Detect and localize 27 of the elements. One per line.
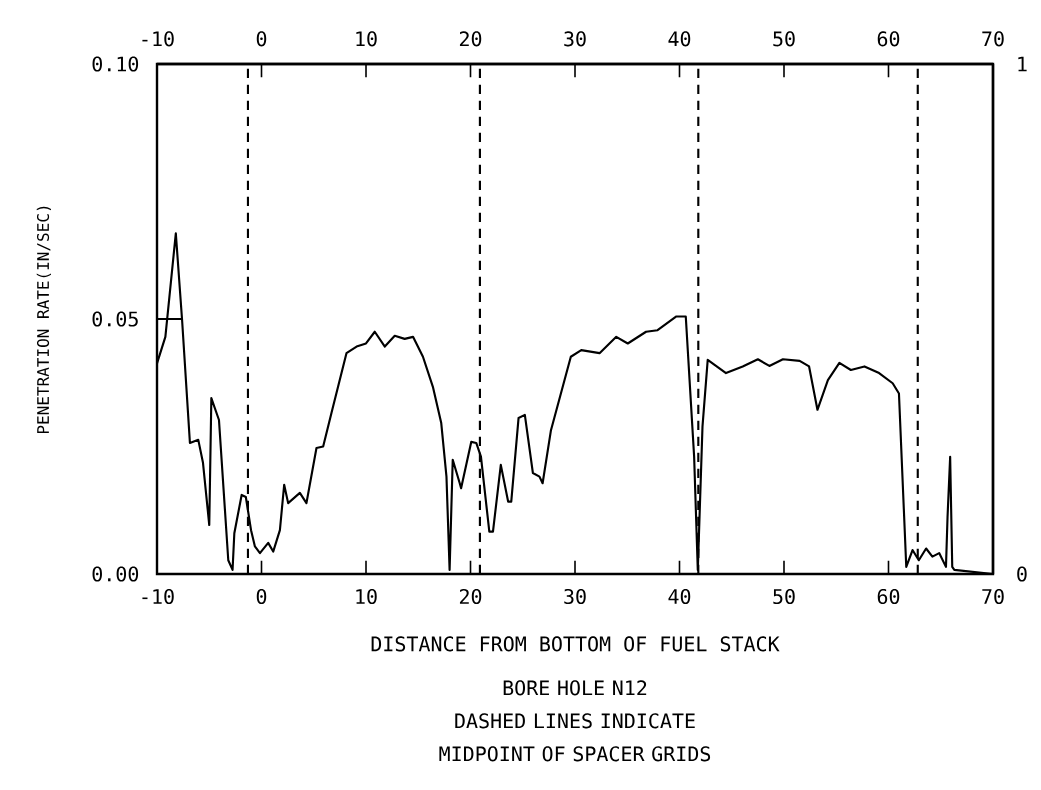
y-tick-label: 0.00 xyxy=(92,566,139,582)
text: DASHED LINES INDICATE MIDPOINT OF SPACER GRIDS xyxy=(439,713,711,762)
x2-tick-label: 70 xyxy=(982,31,1004,47)
x-tick-label: 50 xyxy=(773,588,795,605)
y-tick-label: 0.10 xyxy=(92,56,139,72)
x-tick-label: 20 xyxy=(459,588,482,605)
x2-tick-label: 40 xyxy=(668,31,691,47)
y-axis-title: PENETRATION RATE(IN/SEC) xyxy=(36,206,51,434)
text: BORE HOLE N12 xyxy=(503,680,647,696)
x-tick-label: 60 xyxy=(877,588,900,605)
x-axis-title: DISTANCE FROM BOTTOM OF FUEL STACK xyxy=(371,636,780,652)
x-tick-label: 0 xyxy=(256,588,267,605)
x-tick-label: 10 xyxy=(356,588,377,605)
x-tick-label: 30 xyxy=(564,588,586,605)
y2-tick-label: 0 xyxy=(1017,566,1027,582)
x-tick-label: 70 xyxy=(982,588,1004,605)
x2-tick-label: -10 xyxy=(142,31,174,47)
x2-tick-label: 30 xyxy=(564,31,586,47)
x-tick-label: -10 xyxy=(142,588,174,605)
x2-tick-label: 0 xyxy=(256,31,267,47)
x2-tick-label: 20 xyxy=(459,31,482,47)
y2-tick-label: 1 xyxy=(1018,56,1027,72)
x2-tick-label: 50 xyxy=(773,31,795,47)
x2-tick-label: 60 xyxy=(877,31,900,47)
x2-tick-label: 10 xyxy=(356,31,377,47)
x-tick-label: 40 xyxy=(668,588,691,605)
y-tick-label: 0.05 xyxy=(92,311,138,327)
